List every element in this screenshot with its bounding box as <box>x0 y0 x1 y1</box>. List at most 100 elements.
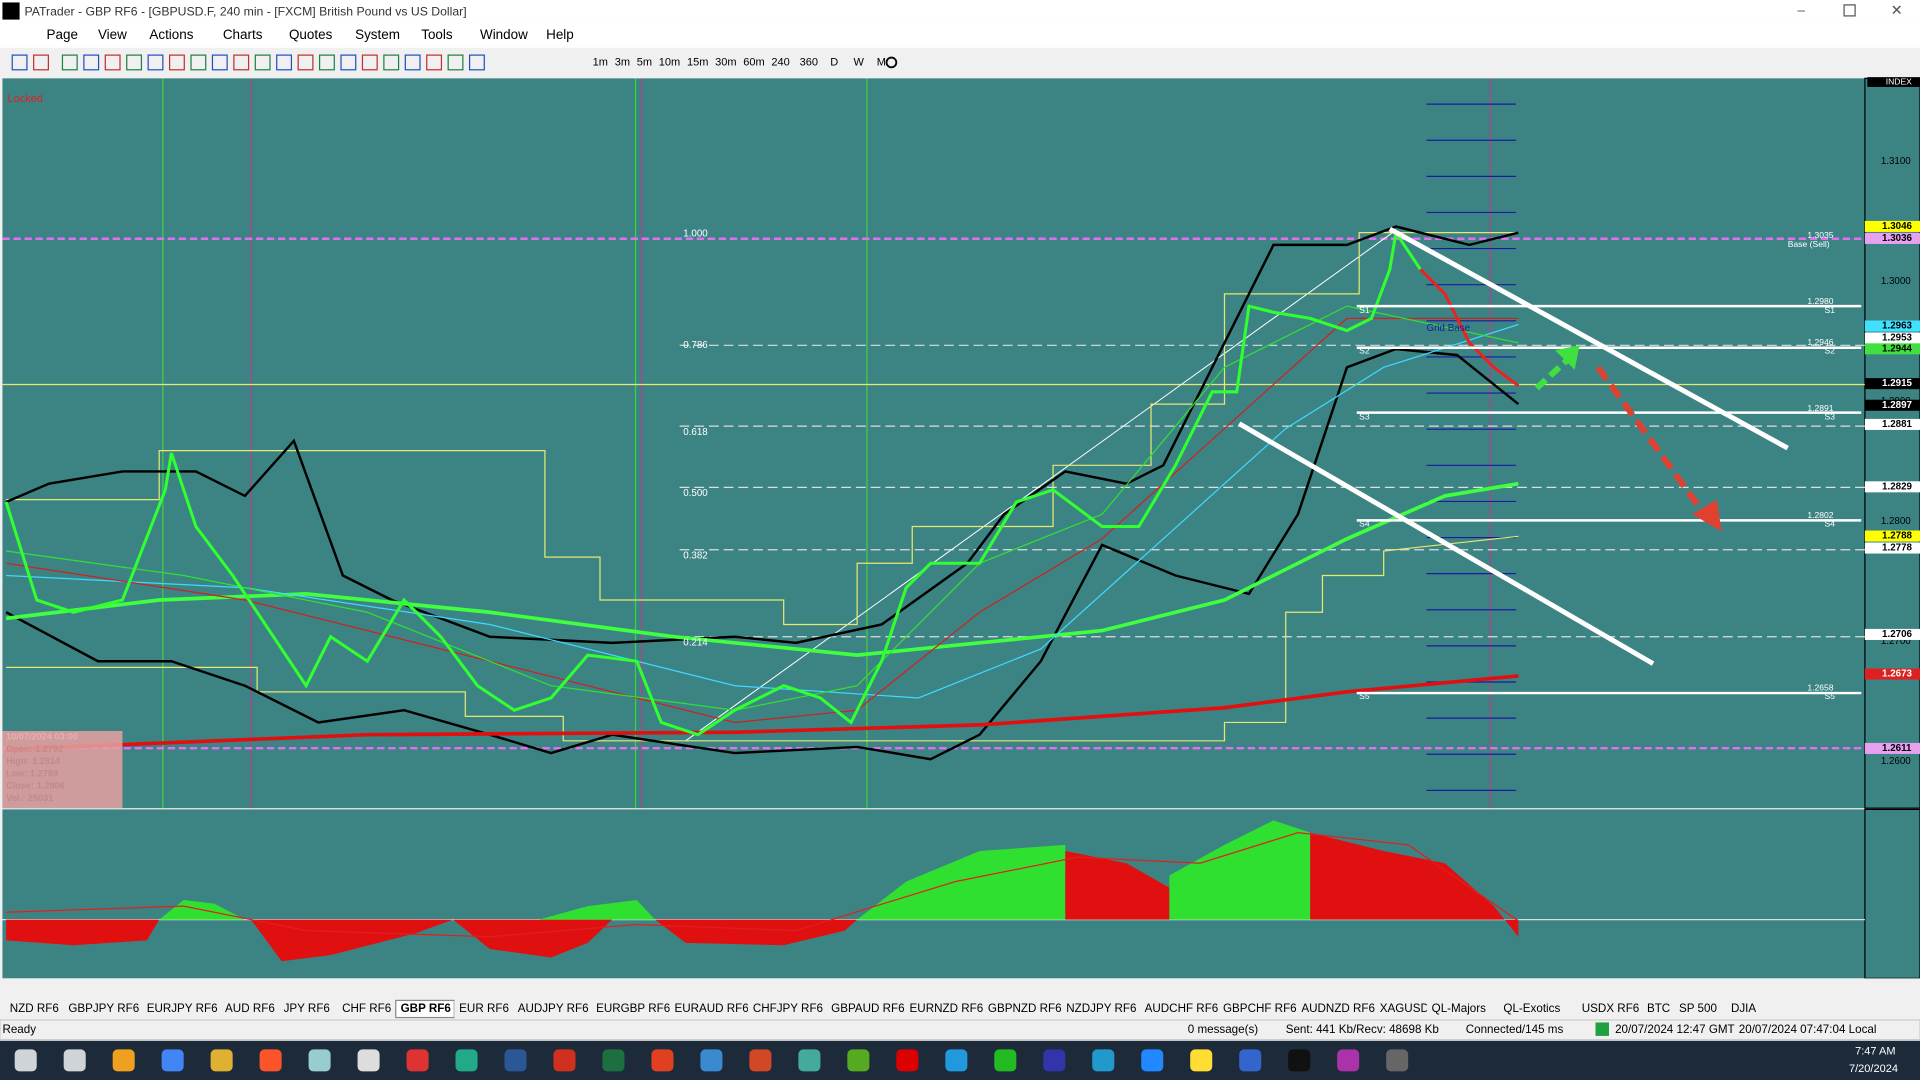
tab-label[interactable]: QL-Exotics <box>1503 1002 1560 1015</box>
taskbar-icon[interactable] <box>1386 1049 1409 1072</box>
timeframe-button[interactable]: 1m <box>593 56 608 68</box>
taskbar-icon[interactable] <box>847 1049 870 1072</box>
taskbar-icon[interactable] <box>63 1049 86 1072</box>
taskbar-icon[interactable] <box>945 1049 968 1072</box>
taskbar-icon[interactable] <box>1337 1049 1360 1072</box>
tab-label[interactable]: EURAUD RF6 <box>674 1002 748 1015</box>
tab-label[interactable]: GBPAUD RF6 <box>831 1002 904 1015</box>
menu-item[interactable]: System <box>355 27 400 42</box>
tab[interactable] <box>1426 1000 1499 1018</box>
tab[interactable] <box>904 1000 984 1018</box>
tool-button[interactable] <box>211 54 228 71</box>
tab[interactable] <box>1674 1000 1727 1018</box>
timeframe-button[interactable]: D <box>830 56 838 68</box>
taskbar-icon[interactable] <box>602 1049 625 1072</box>
tab[interactable] <box>1642 1000 1675 1018</box>
taskbar-icon[interactable] <box>161 1049 184 1072</box>
taskbar-icon[interactable] <box>1288 1049 1311 1072</box>
tab-label[interactable]: CHF RF6 <box>342 1002 391 1015</box>
tool-button[interactable] <box>233 54 250 71</box>
menu-item[interactable]: Actions <box>149 27 193 42</box>
tab[interactable] <box>4 1000 64 1018</box>
tab[interactable] <box>1576 1000 1643 1018</box>
tab-label[interactable]: BTC <box>1647 1002 1670 1015</box>
tab[interactable] <box>512 1000 592 1018</box>
timeframe-button[interactable]: 15m <box>687 56 708 68</box>
tool-button[interactable] <box>33 54 49 71</box>
taskbar-icon[interactable] <box>994 1049 1017 1072</box>
tool-button[interactable] <box>168 54 185 71</box>
timeframe-button[interactable]: 240 <box>771 56 789 68</box>
tool-button[interactable] <box>468 54 485 71</box>
taskbar-icon[interactable] <box>749 1049 772 1072</box>
timeframe-button[interactable]: W <box>853 56 864 68</box>
menu-item[interactable]: Quotes <box>289 27 333 42</box>
taskbar-icon[interactable] <box>308 1049 331 1072</box>
minimize[interactable]: – <box>1798 3 1806 18</box>
tab[interactable] <box>1498 1000 1577 1018</box>
taskbar-icon[interactable] <box>1141 1049 1164 1072</box>
tab-label[interactable]: NZD RF6 <box>10 1002 59 1015</box>
timeframe-button[interactable]: 30m <box>715 56 736 68</box>
tab[interactable] <box>278 1000 338 1018</box>
tab-label[interactable]: AUDNZD RF6 <box>1301 1002 1375 1015</box>
tab-label[interactable]: GBPCHF RF6 <box>1223 1002 1297 1015</box>
timeframe-button[interactable]: M <box>877 56 886 68</box>
taskbar-icon[interactable] <box>357 1049 380 1072</box>
tool-button[interactable] <box>61 54 78 71</box>
clock-button[interactable] <box>885 56 898 69</box>
timeframe-button[interactable]: 5m <box>637 56 652 68</box>
tool-button[interactable] <box>83 54 100 71</box>
tool-button[interactable] <box>340 54 357 71</box>
tab[interactable] <box>1296 1000 1375 1018</box>
timeframe-button[interactable]: 360 <box>800 56 818 68</box>
timeframe-button[interactable]: 3m <box>615 56 630 68</box>
tab[interactable] <box>220 1000 279 1018</box>
tab[interactable] <box>747 1000 827 1018</box>
tool-button[interactable] <box>318 54 335 71</box>
timeframe-button[interactable]: 10m <box>659 56 680 68</box>
tool-button[interactable] <box>297 54 314 71</box>
tab-label[interactable]: USDX RF6 <box>1582 1002 1640 1015</box>
taskbar-icon[interactable] <box>553 1049 576 1072</box>
tab[interactable] <box>63 1000 142 1018</box>
timeframe-button[interactable]: 60m <box>743 56 764 68</box>
tab-label[interactable]: JPY RF6 <box>284 1002 330 1015</box>
taskbar-icon[interactable] <box>406 1049 429 1072</box>
taskbar-icon[interactable] <box>798 1049 821 1072</box>
tab[interactable] <box>337 1000 396 1018</box>
taskbar-icon[interactable] <box>504 1049 527 1072</box>
menu-item[interactable]: Window <box>480 27 528 42</box>
maximize[interactable] <box>1843 4 1856 17</box>
tab-label[interactable]: XAGUSD <box>1380 1002 1429 1015</box>
tab-label[interactable]: AUDCHF RF6 <box>1145 1002 1219 1015</box>
taskbar-icon[interactable] <box>14 1049 37 1072</box>
taskbar-icon[interactable] <box>700 1049 723 1072</box>
close[interactable]: ✕ <box>1891 3 1903 19</box>
tool-button[interactable] <box>254 54 271 71</box>
tab-label[interactable]: GBP RF6 <box>401 1002 452 1015</box>
tab-label[interactable]: AUD RF6 <box>225 1002 275 1015</box>
tool-button[interactable] <box>11 54 28 71</box>
taskbar-icon[interactable] <box>210 1049 233 1072</box>
tab[interactable] <box>826 1000 905 1018</box>
tab-label[interactable]: NZDJPY RF6 <box>1066 1002 1136 1015</box>
tool-button[interactable] <box>126 54 143 71</box>
tool-button[interactable] <box>104 54 121 71</box>
tool-button[interactable] <box>383 54 400 71</box>
tool-button[interactable] <box>361 54 378 71</box>
tab[interactable] <box>669 1000 748 1018</box>
menu-item[interactable]: Charts <box>223 27 263 42</box>
tool-button[interactable] <box>190 54 207 71</box>
tab[interactable] <box>1139 1000 1219 1018</box>
tab-label[interactable]: SP 500 <box>1679 1002 1717 1015</box>
tool-button[interactable] <box>404 54 421 71</box>
tab-label[interactable]: CHFJPY RF6 <box>753 1002 823 1015</box>
tool-button[interactable] <box>276 54 293 71</box>
tool-button[interactable] <box>426 54 443 71</box>
taskbar-icon[interactable] <box>1043 1049 1066 1072</box>
tab[interactable] <box>1061 1000 1140 1018</box>
tool-button[interactable] <box>447 54 464 71</box>
menu-item[interactable]: Help <box>546 27 574 42</box>
tab-label[interactable]: DJIA <box>1731 1002 1756 1015</box>
